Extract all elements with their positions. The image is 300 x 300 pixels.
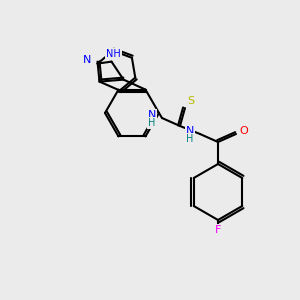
Text: NH: NH [106, 49, 121, 58]
Text: N: N [83, 55, 92, 64]
Text: H: H [186, 134, 194, 144]
Text: F: F [215, 225, 221, 235]
Text: N: N [148, 110, 156, 120]
Text: H: H [148, 118, 156, 128]
Text: S: S [188, 96, 195, 106]
Text: N: N [186, 126, 194, 136]
Text: O: O [240, 126, 248, 136]
